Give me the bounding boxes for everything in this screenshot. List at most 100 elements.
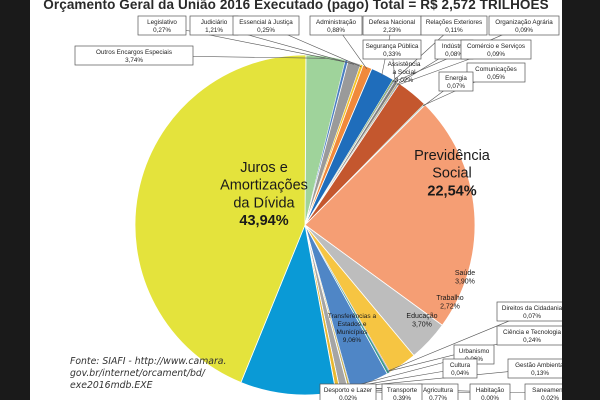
label-box-direitos-da-cidadania [496, 301, 562, 322]
slice-value-label: 0,04% [451, 370, 469, 377]
slice-value-label: 0,02% [541, 395, 559, 400]
slice-value-label: 0,08% [445, 51, 463, 58]
slice-name-label: Essencial à Justiça [239, 19, 293, 26]
label-box-administracao [309, 15, 363, 36]
pie-slices [134, 54, 476, 396]
slice-name-label: Transferências a [328, 313, 377, 320]
label-box-essencial-a-justica [232, 15, 300, 36]
slice-name-label: Ciência e Tecnologia [503, 329, 561, 336]
slice-name-label: Estados e [338, 321, 367, 328]
source-line: exe2016mdb.EXE [70, 380, 153, 391]
slice-name-label: Assistência [388, 61, 421, 68]
slice-name-label: Comércio e Serviços [467, 43, 525, 50]
slice-name-label: Habitação [476, 387, 505, 394]
source-line: gov.br/internet/orcament/bd/ [70, 368, 205, 379]
slice-value-label: 0,13% [531, 370, 549, 377]
source-line: Fonte: SIAFI - http://www.camara. [70, 356, 227, 367]
slice-value-label: 2,72% [440, 304, 460, 311]
slice-value-label: 3,70% [412, 322, 432, 329]
slice-value-label: 0,24% [523, 337, 541, 344]
slice-value-label: 3,90% [455, 279, 475, 286]
slice-name-label: Cultura [450, 362, 471, 369]
pie-slice-previdencia-social [304, 104, 476, 326]
slice-name-label: Municípios [336, 329, 368, 336]
slice-value-label: 0,07% [523, 313, 541, 320]
label-box-desporto-e-lazer [319, 383, 377, 400]
slice-value-label: 22,54% [427, 183, 476, 199]
slice-name-label: a Social [392, 69, 416, 76]
slice-value-label: 9,06% [343, 337, 362, 344]
slice-value-label: 0,88% [327, 27, 345, 34]
slice-name-label: Juros e [240, 160, 288, 176]
slice-label-educacao: Educação 3,70% [406, 313, 437, 329]
slice-name-label: Previdência [414, 148, 491, 164]
slice-value-label: 43,94% [239, 213, 288, 229]
slice-label-trabalho: Trabalho 2,72% [436, 295, 463, 311]
slice-name-label: Relações Exteriores [426, 19, 482, 26]
label-box-gestao-ambiental [507, 358, 562, 379]
slice-value-label: 3,02% [395, 77, 414, 84]
label-box-outros-encargos-especiais [74, 45, 194, 66]
slice-name-label: Judiciário [201, 19, 228, 26]
slice-name-label: Legislativo [147, 19, 177, 26]
slice-value-label: 2,23% [383, 27, 401, 34]
label-box-energia [438, 71, 474, 92]
slice-value-label: 0,33% [383, 51, 401, 58]
slice-name-label: Trabalho [436, 295, 463, 302]
slice-value-label: 0,00% [481, 395, 499, 400]
slice-value-label: 0,09% [515, 27, 533, 34]
slice-name-label: Organização Agrária [495, 19, 553, 26]
chart-title: Orçamento Geral da União 2016 Executado … [43, 0, 549, 12]
slice-value-label: 0,09% [487, 51, 505, 58]
label-box-cultura [442, 358, 478, 379]
leader-line-direitos-da-cidadania [388, 311, 533, 371]
slice-name-label: Agricultura [423, 387, 454, 394]
slice-name-label: Defesa Nacional [369, 19, 415, 26]
label-box-habitacao [469, 383, 511, 400]
slice-value-label: 0,27% [153, 27, 171, 34]
slice-name-label: Gestão Ambiental [515, 362, 562, 369]
label-box-transporte [381, 383, 423, 400]
slice-value-label: 0,77% [429, 395, 447, 400]
slice-name-label: Social [432, 166, 472, 182]
slice-value-label: 3,74% [125, 57, 143, 64]
slice-name-label: da Dívida [233, 195, 295, 211]
slice-value-label: 0,02% [339, 395, 357, 400]
slice-name-label: Educação [406, 313, 437, 320]
pie-slice-juros-e-amortizacoes-da-divida [134, 54, 307, 383]
slice-value-label: 0,05% [487, 74, 505, 81]
slice-value-label: 0,39% [393, 395, 411, 400]
label-box-organizacao-agraria [488, 15, 560, 36]
slice-name-label: Energia [445, 75, 467, 82]
slice-name-label: Segurança Pública [366, 43, 419, 50]
label-box-seguranca-publica [362, 39, 422, 60]
slice-value-label: 0,11% [445, 27, 463, 34]
slice-name-label: Desporto e Lazer [324, 387, 372, 394]
label-box-ciencia-e-tecnologia [496, 325, 562, 346]
slice-name-label: Saúde [455, 270, 475, 277]
slice-value-label: 0,25% [257, 27, 275, 34]
label-box-saneamento [524, 383, 562, 400]
slice-name-label: Indústria [442, 43, 467, 50]
slide-panel: Orçamento Geral da União 2016 Executado … [30, 0, 562, 400]
slice-value-label: 0,07% [447, 83, 465, 90]
